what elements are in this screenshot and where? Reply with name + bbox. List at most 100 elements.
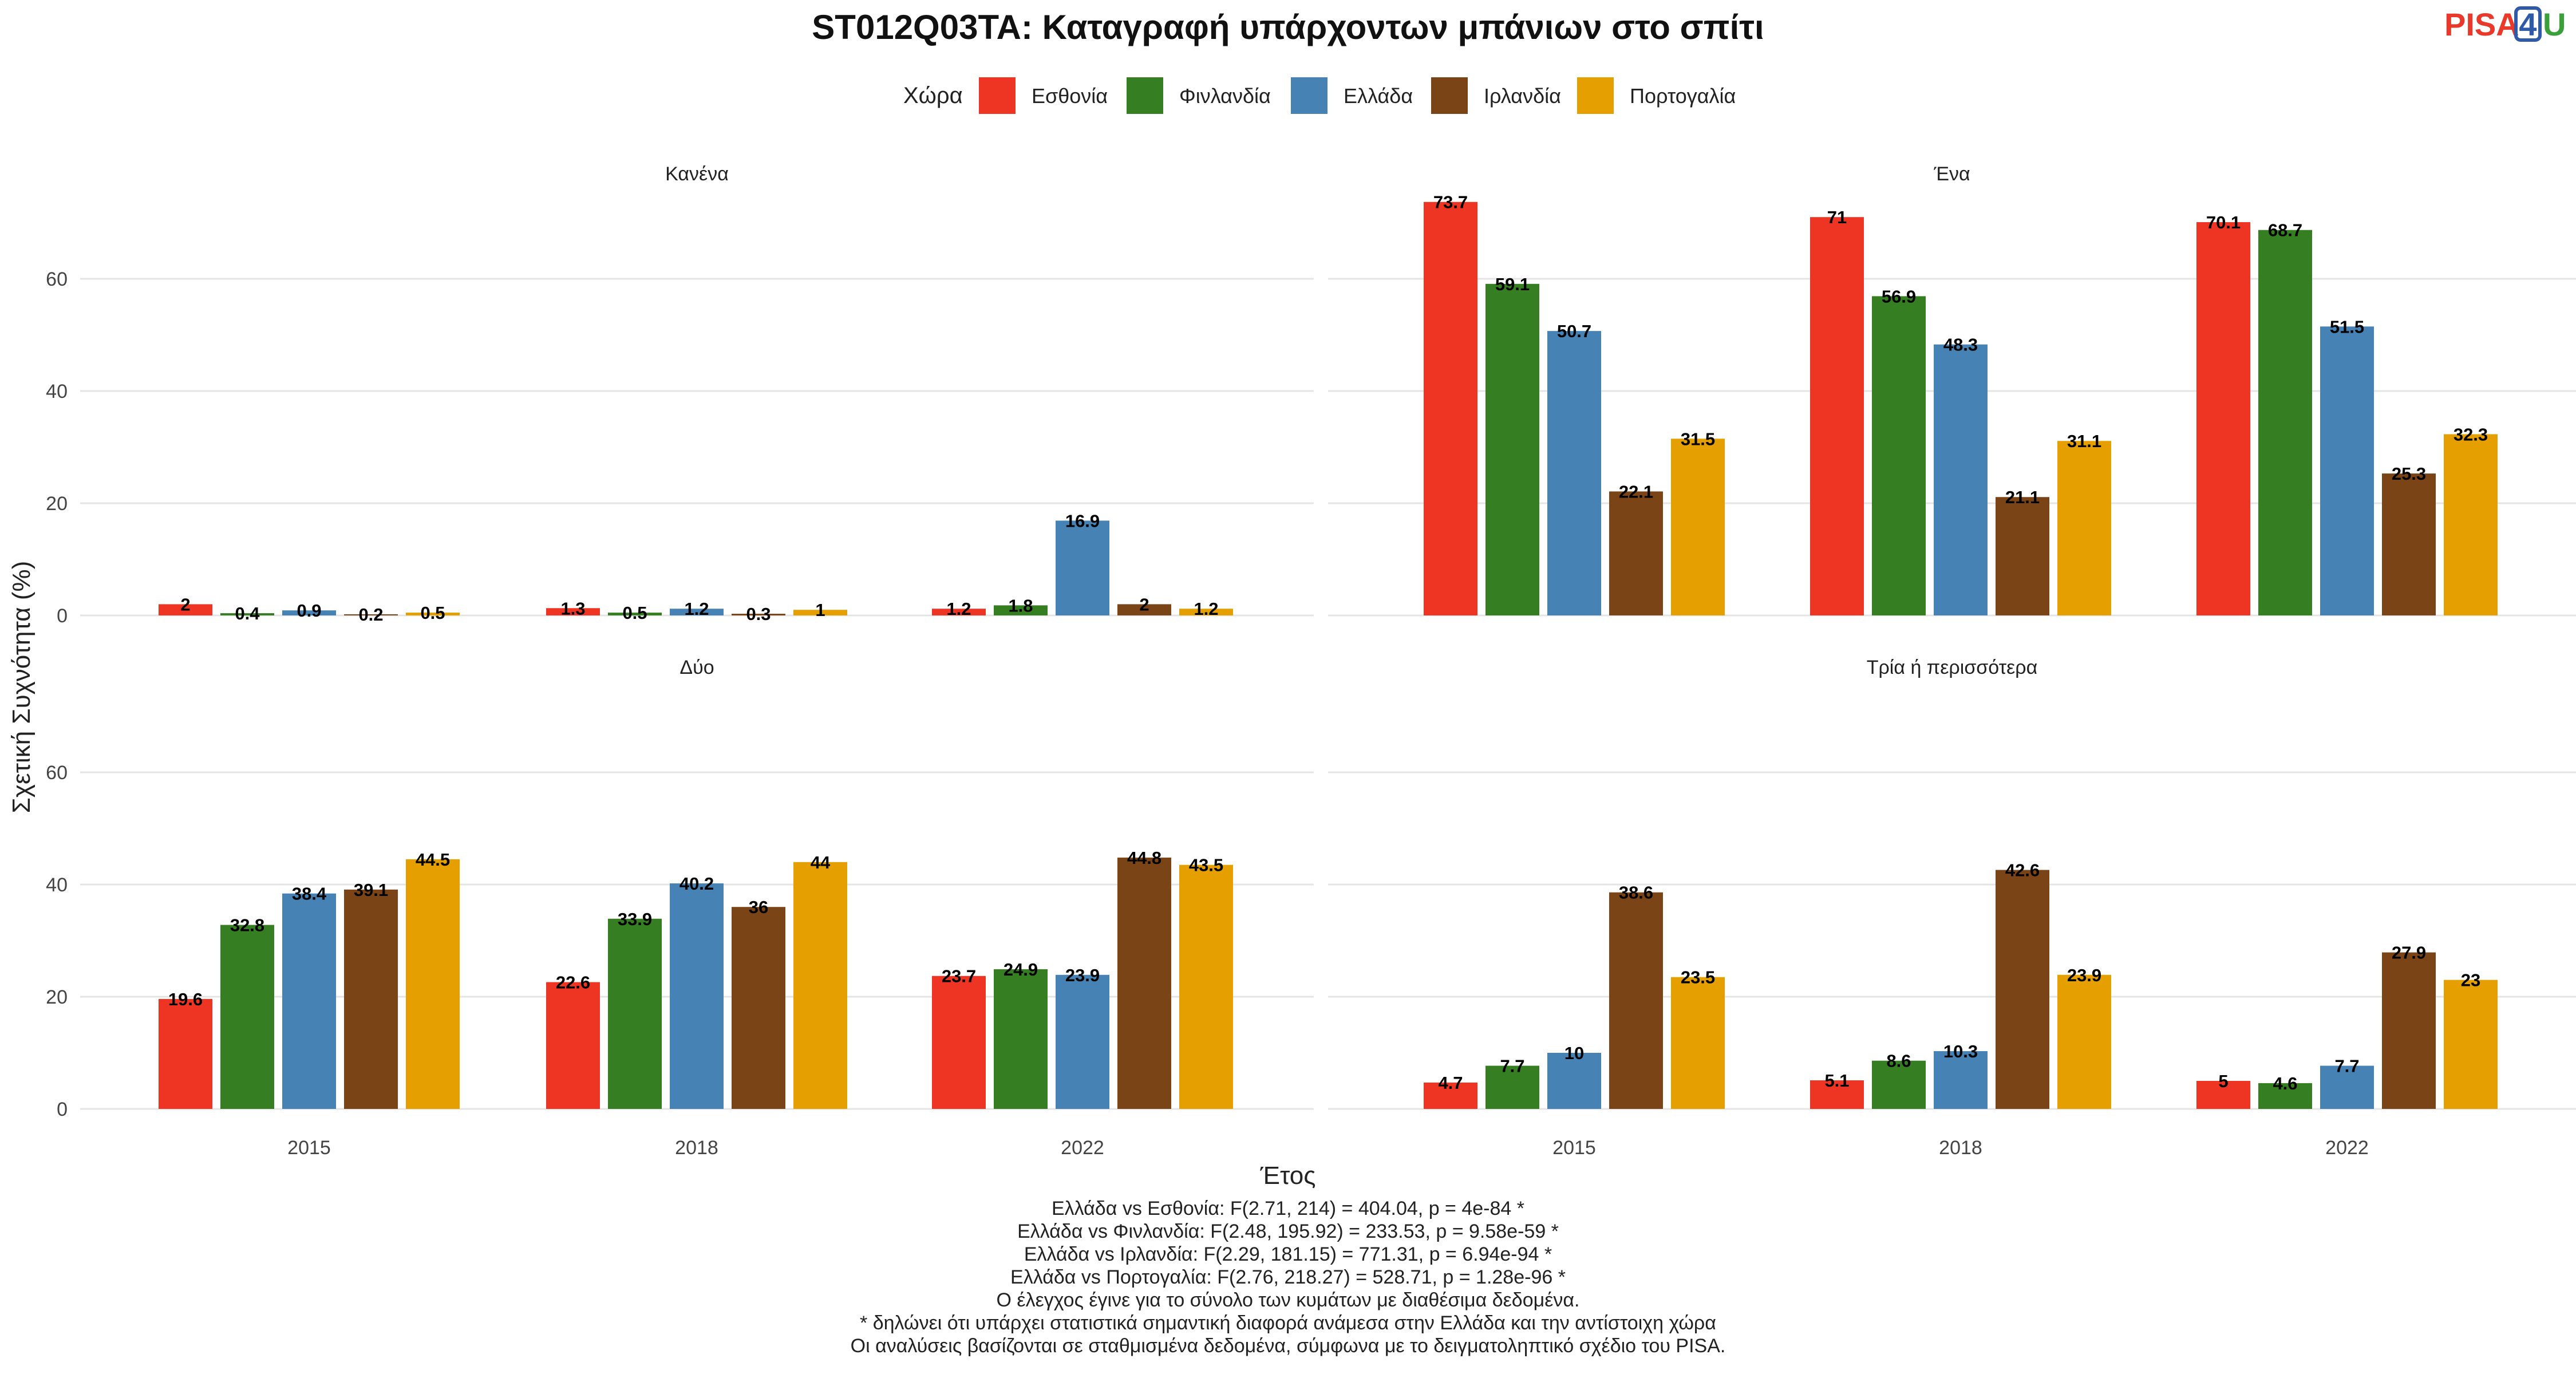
bar bbox=[932, 976, 986, 1109]
bar bbox=[1547, 331, 1601, 615]
bar bbox=[2258, 230, 2312, 615]
legend-label: Ελλάδα bbox=[1344, 84, 1413, 108]
bar-value-label: 42.6 bbox=[2005, 860, 2040, 881]
bar-value-label: 50.7 bbox=[1557, 321, 1591, 341]
legend-swatch bbox=[979, 77, 1016, 114]
legend-title: Χώρα bbox=[903, 83, 963, 108]
bar-value-label: 7.7 bbox=[2334, 1056, 2359, 1076]
bar-value-label: 16.9 bbox=[1065, 511, 1100, 531]
bar-value-label: 31.1 bbox=[2067, 431, 2101, 451]
bar-value-label: 44.5 bbox=[416, 850, 450, 870]
bar-value-label: 10 bbox=[1564, 1043, 1584, 1063]
bar-value-label: 5 bbox=[2218, 1071, 2228, 1091]
bar-value-label: 51.5 bbox=[2330, 317, 2364, 337]
bar bbox=[1996, 497, 2049, 615]
y-tick-label: 20 bbox=[46, 493, 68, 515]
caption-line: Ελλάδα vs Εσθονία: F(2.71, 214) = 404.04… bbox=[1052, 1198, 1524, 1219]
bar bbox=[1872, 296, 1926, 615]
logo-box bbox=[2514, 6, 2542, 42]
x-tick-label: 2022 bbox=[2325, 1137, 2369, 1159]
legend-swatch bbox=[1291, 77, 1327, 114]
bar bbox=[1609, 491, 1663, 615]
bar bbox=[1179, 864, 1233, 1109]
x-tick-label: 2022 bbox=[1061, 1137, 1104, 1159]
bar bbox=[1485, 283, 1539, 615]
bar bbox=[793, 610, 847, 615]
bar-value-label: 8.6 bbox=[1886, 1051, 1911, 1071]
bar bbox=[1179, 609, 1233, 615]
bar-value-label: 1.8 bbox=[1008, 595, 1033, 615]
bar-value-label: 5.1 bbox=[1824, 1071, 1849, 1091]
bar bbox=[1934, 344, 1988, 615]
bar bbox=[1810, 1080, 1864, 1109]
legend-swatch bbox=[1127, 77, 1163, 114]
bar bbox=[1934, 1051, 1988, 1109]
bar bbox=[2382, 952, 2436, 1109]
bar bbox=[608, 918, 662, 1109]
bar-value-label: 1.2 bbox=[684, 599, 709, 619]
bar bbox=[344, 889, 398, 1109]
bar bbox=[2444, 434, 2498, 615]
bar bbox=[406, 613, 460, 615]
bar-value-label: 44 bbox=[811, 852, 831, 872]
bar bbox=[994, 969, 1048, 1109]
bar bbox=[220, 613, 274, 615]
bar bbox=[793, 862, 847, 1109]
logo-text-left: PISA bbox=[2444, 6, 2519, 42]
bar bbox=[344, 614, 398, 615]
legend-label: Εσθονία bbox=[1032, 84, 1108, 108]
bar-value-label: 23.5 bbox=[1681, 968, 1715, 988]
bar bbox=[1810, 217, 1864, 615]
bar-value-label: 22.1 bbox=[1619, 481, 1653, 502]
facet-panel: Δύο 0 20 40 60 2015 2018 2022 19.6 32.8 38.4 39.1 44… bbox=[46, 657, 1314, 1159]
facet-strip-label: Κανένα bbox=[665, 163, 729, 185]
x-tick-label: 2015 bbox=[287, 1137, 331, 1159]
y-tick-label: 0 bbox=[57, 605, 68, 627]
bar-value-label: 2 bbox=[1139, 594, 1149, 614]
y-tick-label: 40 bbox=[46, 381, 68, 402]
bar-value-label: 4.6 bbox=[2273, 1073, 2297, 1093]
bar-value-label: 32.3 bbox=[2453, 424, 2488, 444]
y-tick-label: 40 bbox=[46, 874, 68, 896]
bar-value-label: 38.6 bbox=[1619, 883, 1653, 903]
bar-value-label: 0.3 bbox=[746, 604, 771, 624]
bar bbox=[1117, 604, 1171, 615]
bar-value-label: 38.4 bbox=[292, 884, 327, 904]
logo-text-right: U bbox=[2543, 6, 2566, 42]
bar-value-label: 70.1 bbox=[2206, 212, 2241, 232]
x-tick-label: 2015 bbox=[1552, 1137, 1596, 1159]
legend-label: Φινλανδία bbox=[1179, 84, 1271, 108]
pisa4u-logo: PISA 4 U bbox=[2444, 6, 2566, 42]
bar bbox=[1671, 977, 1725, 1109]
bar bbox=[406, 859, 460, 1109]
bar-value-label: 43.5 bbox=[1189, 855, 1223, 875]
caption-line: Ελλάδα vs Ιρλανδία: F(2.29, 181.15) = 77… bbox=[1024, 1243, 1552, 1265]
bar-value-label: 21.1 bbox=[2005, 487, 2040, 507]
bar bbox=[732, 907, 785, 1109]
bar-value-label: 1.2 bbox=[946, 599, 971, 619]
bar bbox=[282, 610, 336, 615]
facet-strip-label: Τρία ή περισσότερα bbox=[1867, 657, 2038, 678]
bar bbox=[2444, 980, 2498, 1109]
legend: Χώρα Εσθονία Φινλανδία Ελλάδα Ιρλανδία Πορτο… bbox=[903, 77, 1736, 114]
bar bbox=[670, 609, 724, 615]
logo-text-box: 4 bbox=[2519, 6, 2537, 42]
legend-label: Πορτογαλία bbox=[1630, 84, 1736, 108]
bar-value-label: 23.9 bbox=[2067, 965, 2101, 985]
bar bbox=[1671, 439, 1725, 615]
legend-swatch bbox=[1577, 77, 1614, 114]
bar bbox=[608, 613, 662, 615]
bar-value-label: 40.2 bbox=[679, 874, 714, 894]
bar-value-label: 23 bbox=[2461, 970, 2480, 990]
facet-panel: Κανένα 0 20 40 60 2 0.4 0.9 0.2 0.5 1.3 0.5 1.2 0.3 1 1… bbox=[46, 163, 1314, 627]
bar bbox=[2196, 222, 2250, 615]
bar-value-label: 56.9 bbox=[1882, 286, 1916, 306]
legend-swatch bbox=[1431, 77, 1468, 114]
facet-strip-label: Ένα bbox=[1933, 163, 1970, 185]
caption-line: Ελλάδα vs Πορτογαλία: F(2.76, 218.27) = … bbox=[1010, 1266, 1566, 1288]
x-axis-title: Έτος bbox=[1260, 1162, 1316, 1190]
bar-value-label: 1 bbox=[815, 600, 825, 620]
caption-line: Ο έλεγχος έγινε για το σύνολο των κυμάτω… bbox=[997, 1289, 1580, 1311]
